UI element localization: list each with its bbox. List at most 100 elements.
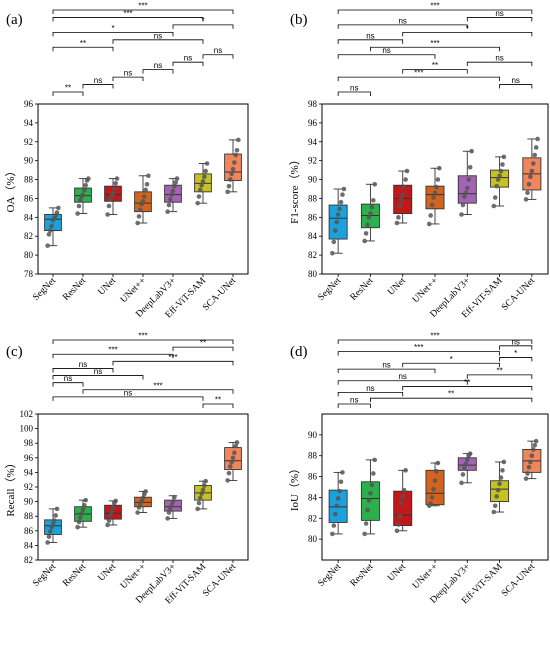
data-point [226, 183, 232, 189]
data-point [142, 194, 147, 199]
y-tick-label: 82 [308, 513, 317, 523]
data-point [140, 198, 146, 204]
data-point [400, 192, 406, 197]
data-point [106, 518, 112, 523]
plot-frame [37, 413, 249, 561]
data-point [431, 195, 436, 200]
bracket-line [402, 362, 500, 368]
box-unet- [134, 489, 152, 515]
significance-bracket: *** [370, 39, 500, 52]
significance-bracket: ns [337, 31, 404, 44]
significance-label: ** [448, 390, 454, 399]
data-point [459, 480, 464, 486]
data-point [78, 515, 83, 520]
significance-bracket: ** [52, 39, 114, 52]
significance-bracket: *** [52, 332, 234, 344]
x-tick-label: UNet [386, 276, 408, 298]
data-point [106, 203, 112, 209]
x-tick-label: SegNet [31, 276, 58, 303]
significance-label: ** [432, 61, 438, 70]
bracket-line [82, 389, 234, 394]
box-unet- [134, 173, 152, 226]
bracket-line [202, 403, 234, 408]
x-tick-label: UNet++ [119, 562, 148, 591]
significance-label: *** [123, 9, 132, 18]
significance-label: ns [79, 360, 87, 369]
bracket-line [337, 380, 468, 385]
data-point [341, 186, 347, 192]
data-point [526, 181, 532, 187]
significance-label: * [450, 355, 453, 364]
bracket-line [52, 382, 84, 387]
data-point [56, 205, 61, 211]
data-point [429, 495, 435, 500]
data-point [535, 136, 540, 142]
data-point [143, 489, 148, 494]
box-resnet [360, 457, 380, 537]
data-point [169, 502, 174, 508]
data-point [368, 490, 373, 496]
box-sca-unet [224, 137, 242, 195]
x-tick-label: SCA-UNet [201, 562, 238, 599]
significance-label: ns [366, 384, 374, 393]
data-point [525, 471, 530, 476]
data-point [170, 188, 176, 194]
data-point [80, 192, 86, 197]
data-point [398, 500, 404, 505]
significance-label: ns [214, 46, 222, 55]
significance-bracket: ns [202, 46, 234, 59]
data-point [396, 215, 401, 220]
bracket-line [82, 84, 114, 89]
data-point [467, 451, 473, 456]
bracket-line [52, 353, 174, 359]
data-point [229, 171, 234, 177]
data-point [494, 494, 499, 499]
data-point [83, 497, 88, 503]
significance-bracket: ns [52, 388, 204, 401]
bracket-line [499, 84, 533, 89]
significance-bracket: ns [112, 31, 204, 44]
x-tick-label: SegNet [31, 562, 58, 589]
data-point [236, 137, 241, 143]
significance-bracket: ns [499, 337, 533, 350]
data-point [45, 243, 50, 248]
y-tick-label: 82 [24, 231, 33, 241]
significance-bracket: ** [466, 366, 533, 379]
data-point [397, 513, 403, 519]
data-point [495, 177, 501, 182]
panel-b: (b) 80 82 84 86 88 90 92 94 96 98 F1-score（%） SegNet… [288, 2, 549, 320]
significance-bracket: *** [52, 9, 204, 22]
data-point [225, 189, 230, 195]
data-point [105, 522, 110, 528]
data-point [143, 187, 148, 193]
data-point [234, 147, 240, 153]
data-point [371, 471, 376, 476]
data-point [340, 470, 345, 475]
bracket-line [337, 403, 371, 408]
significance-bracket: ** [402, 61, 468, 74]
data-point [363, 231, 369, 236]
data-point [397, 203, 403, 209]
data-point [334, 503, 339, 509]
data-point [366, 498, 372, 503]
data-point [332, 228, 338, 233]
bracket-line [202, 54, 234, 59]
bracket-line [337, 391, 404, 397]
data-point [459, 212, 464, 217]
data-point [462, 194, 467, 199]
data-point [110, 191, 116, 197]
x-tick-label: UNet++ [119, 276, 148, 305]
data-point [50, 521, 56, 527]
significance-label: ** [65, 84, 71, 93]
data-point [531, 447, 536, 452]
data-point [338, 199, 344, 205]
bracket-line [402, 69, 468, 74]
significance-label: ns [94, 76, 102, 85]
significance-bracket: *** [337, 2, 533, 14]
data-point [230, 455, 236, 461]
significance-label: ns [511, 337, 519, 346]
significance-label: ** [215, 396, 221, 405]
data-point [113, 181, 118, 186]
data-point [403, 468, 408, 473]
data-point [166, 510, 172, 515]
